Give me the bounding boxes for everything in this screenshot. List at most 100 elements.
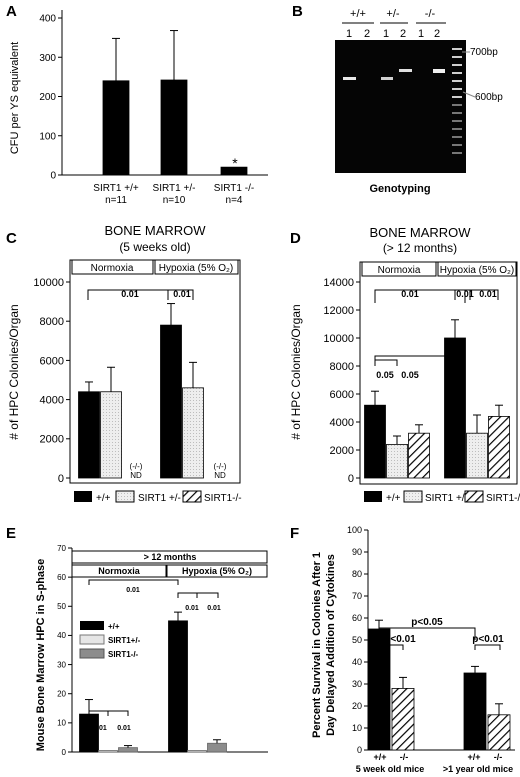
genotype-label: -/-: [400, 752, 409, 762]
bar-e: [79, 713, 99, 753]
pvalue-label: 0.01: [93, 725, 107, 732]
ladder-band: [452, 144, 462, 146]
nd-label: ND: [214, 471, 226, 480]
pvalue-label: p<0.05: [411, 617, 443, 628]
pvalue-label: 0.01: [401, 289, 419, 299]
y-tick-label: 10000: [323, 333, 354, 345]
legend-swatch-ko: [79, 648, 105, 659]
bar-c: [182, 387, 204, 479]
condition-hypoxia: Hypoxia (5% O₂): [182, 566, 252, 576]
lane-number: 2: [434, 28, 440, 40]
bar-c: [160, 324, 182, 479]
y-tick-label: 0: [348, 473, 354, 485]
legend-label: SIRT1 +/-: [138, 493, 181, 504]
y-tick-label: 70: [57, 544, 66, 553]
panel-f-letter: F: [290, 525, 299, 542]
panel-e-title: > 12 months: [144, 552, 197, 562]
bar-c: [78, 391, 100, 479]
panel-d-title: BONE MARROW: [369, 225, 471, 240]
y-tick-label: 0: [58, 473, 64, 485]
legend-label: +/+: [386, 493, 401, 504]
panel-c: C BONE MARROW (5 weeks old) # of HPC Col…: [6, 223, 242, 504]
panel-d-subtitle: (> 12 months): [383, 241, 457, 255]
y-tick-label: 30: [352, 679, 362, 689]
legend-swatch-het: [79, 634, 105, 645]
ladder-band: [452, 136, 462, 138]
gel-band: [433, 69, 445, 73]
panel-c-subtitle: (5 weeks old): [119, 240, 190, 254]
y-tick-label: 2000: [330, 445, 354, 457]
pvalue-label: 0.01: [173, 289, 191, 299]
y-tick-label: 100: [39, 131, 56, 142]
panel-a-ylabel: CFU per YS equivalent: [9, 42, 21, 154]
genotype-label: +/+: [467, 752, 480, 762]
y-tick-label: 80: [352, 569, 362, 579]
lane-number: 1: [383, 28, 389, 40]
genotype-label-wt: +/+: [350, 8, 366, 20]
category-label: n=10: [163, 195, 186, 206]
pvalue-bracket: [374, 359, 398, 366]
pvalue-bracket: [454, 289, 499, 300]
pvalue-label: 0.05: [376, 370, 394, 380]
condition-hypoxia: Hypoxia (5% O₂): [159, 263, 233, 274]
ladder-band: [452, 56, 462, 58]
y-tick-label: 12000: [323, 305, 354, 317]
legend-swatch-wt: [74, 491, 92, 502]
nd-label: (-/-): [214, 462, 227, 471]
panel-a: A CFU per YS equivalent 0 100 200 300 400 SI…: [6, 3, 268, 206]
panel-b-letter: B: [292, 3, 303, 20]
legend-label: SIRT1-/-: [486, 493, 520, 504]
marker-700bp: 700bp: [470, 47, 498, 58]
pvalue-bracket: [167, 289, 194, 300]
panel-d-ylabel: # of HPC Colonies/Organ: [289, 304, 303, 439]
marker-600bp: 600bp: [475, 92, 503, 103]
panel-c-frame: [69, 259, 241, 484]
pvalue-label: 0.01: [479, 289, 497, 299]
legend-label: +/+: [108, 622, 120, 631]
pvalue-bracket: [177, 592, 198, 598]
bar-a-2: [220, 166, 248, 176]
y-tick-label: 40: [57, 631, 66, 640]
bar-f: [463, 672, 487, 751]
y-tick-label: 20: [57, 690, 66, 699]
bar-e: [98, 750, 118, 753]
panel-b: B +/+ +/- -/- 1 2 1 2 1 2 700bp 600bp Ge…: [292, 3, 503, 195]
group-label: 5 week old mice: [356, 764, 425, 774]
category-label: n=4: [226, 195, 243, 206]
y-tick-label: 0: [357, 745, 362, 755]
gel-band: [343, 77, 356, 80]
panel-d-letter: D: [290, 230, 301, 247]
category-label: n=11: [105, 195, 127, 206]
panel-e: E Mouse Bone Marrow HPC in S-phase > 12 …: [6, 525, 268, 757]
y-tick-label: 60: [352, 613, 362, 623]
y-tick-label: 100: [347, 525, 362, 535]
y-tick-label: 60: [57, 573, 66, 582]
panel-e-ylabel: Mouse Bone Marrow HPC in S-phase: [35, 559, 47, 752]
condition-normoxia: Normoxia: [378, 265, 421, 276]
bar-d: [364, 404, 386, 479]
bar-d: [466, 432, 488, 479]
nd-label: (-/-): [130, 462, 143, 471]
panel-d-frame: [359, 261, 518, 485]
ladder-band: [452, 112, 462, 114]
pvalue-label: 0.01: [207, 605, 221, 612]
category-label: SIRT1 +/+: [93, 183, 139, 194]
ladder-band: [452, 72, 462, 74]
ladder-band: [452, 48, 462, 50]
ladder-band: [452, 120, 462, 122]
bar-d: [386, 443, 408, 479]
y-tick-label: 30: [57, 660, 66, 669]
legend-label: SIRT1-/-: [108, 650, 139, 659]
condition-box-hypoxia: [166, 564, 268, 578]
panel-e-letter: E: [6, 525, 16, 542]
bar-d: [444, 337, 466, 479]
panel-d: D BONE MARROW (> 12 months) # of HPC Col…: [289, 225, 520, 504]
genotype-label-ko: -/-: [425, 8, 436, 20]
pvalue-bracket: [474, 644, 501, 650]
group-label: >1 year old mice: [443, 764, 513, 774]
pvalue-label: 0.01: [185, 605, 199, 612]
genotype-label: -/-: [494, 752, 503, 762]
y-tick-label: 0: [50, 171, 56, 182]
y-tick-label: 10: [352, 723, 362, 733]
